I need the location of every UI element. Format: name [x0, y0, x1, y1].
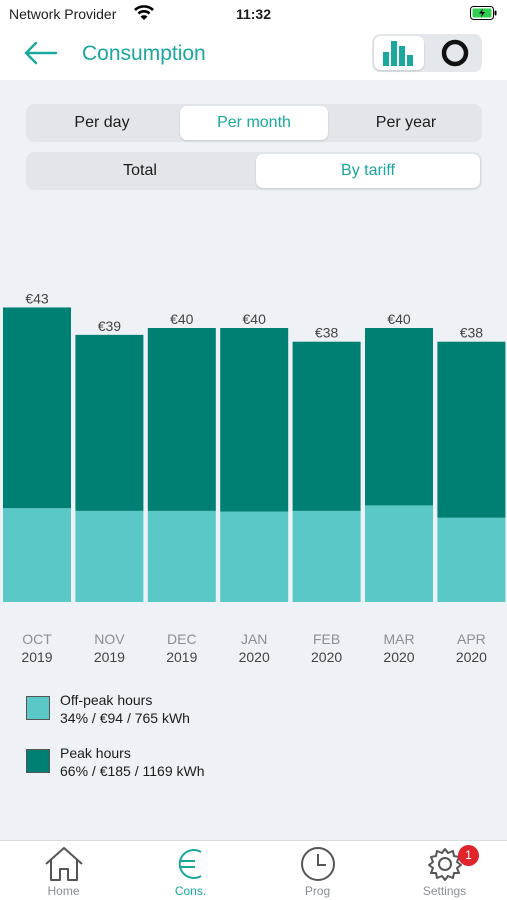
bottom-tab-bar: Home Cons. Prog Settings: [0, 840, 507, 900]
x-tick-month-6: APR: [457, 631, 486, 647]
tab-settings-label: Settings: [422, 884, 467, 898]
off-peak-bar-3: [220, 511, 289, 602]
stacked-bar-chart: €43 OCT 2019 €39 NOV 2019 €40 DEC 2019 €40 JAN 2020…: [3, 290, 506, 665]
legend-peak-detail: 66% / €185 / 1169 kWh: [60, 763, 205, 779]
carrier-name: Network Provider: [9, 6, 117, 22]
clock-icon: [301, 847, 335, 881]
breakdown-selector: Total By tariff: [26, 152, 482, 190]
peak-bar-1: [75, 334, 144, 511]
wifi-icon: [134, 5, 154, 20]
bar-total-label-2: €40: [170, 311, 194, 327]
bar-chart-view-button[interactable]: [374, 36, 424, 70]
peak-bar-4: [292, 341, 361, 511]
tab-prog[interactable]: Prog: [254, 841, 381, 900]
arrow-left-icon[interactable]: [22, 38, 62, 68]
tab-by-tariff[interactable]: By tariff: [256, 154, 480, 188]
off-peak-bar-2: [147, 510, 216, 602]
off-peak-bar-6: [437, 517, 506, 602]
bar-chart-icon: [383, 41, 413, 66]
bar-total-label-6: €38: [460, 325, 484, 341]
battery-charging-icon: [470, 6, 497, 20]
period-selector: Per day Per month Per year: [26, 104, 482, 142]
peak-bar-3: [220, 328, 289, 512]
peak-swatch: [26, 749, 50, 773]
x-tick-month-3: JAN: [241, 631, 267, 647]
consumption-chart: €43 OCT 2019 €39 NOV 2019 €40 DEC 2019 €40 JAN 2020…: [0, 280, 507, 670]
x-tick-year-4: 2020: [311, 649, 342, 665]
tab-per-year[interactable]: Per year: [375, 114, 437, 131]
tab-prog-label: Prog: [304, 884, 331, 898]
x-tick-month-2: DEC: [167, 631, 197, 647]
settings-notification-badge: 1: [458, 845, 479, 866]
x-tick-month-1: NOV: [94, 631, 125, 647]
x-tick-month-0: OCT: [22, 631, 52, 647]
home-icon: [45, 847, 83, 881]
chart-view-toggle: [372, 34, 482, 72]
peak-bar-6: [437, 341, 506, 518]
peak-bar-2: [147, 328, 216, 511]
x-tick-year-2: 2019: [166, 649, 197, 665]
bar-total-label-5: €40: [387, 311, 411, 327]
page-title: Consumption: [82, 42, 206, 65]
tab-home-label: Home: [47, 884, 80, 898]
bar-total-label-4: €38: [315, 325, 339, 341]
off-peak-bar-5: [365, 505, 433, 602]
x-tick-month-5: MAR: [383, 631, 414, 647]
status-bar: Network Provider 11:32: [0, 0, 507, 28]
x-tick-year-3: 2020: [239, 649, 270, 665]
tab-per-day[interactable]: Per day: [74, 114, 130, 131]
header: Consumption: [0, 28, 507, 80]
clock-time: 11:32: [235, 6, 272, 22]
x-tick-year-5: 2020: [383, 649, 414, 665]
tab-total[interactable]: Total: [123, 162, 157, 179]
off-peak-bar-1: [75, 510, 144, 602]
legend-off-peak-name: Off-peak hours: [60, 692, 153, 708]
off-peak-bar-4: [292, 510, 361, 602]
donut-chart-view-button[interactable]: [430, 36, 480, 70]
tab-cons-label: Cons.: [174, 884, 207, 898]
peak-bar-5: [365, 328, 433, 506]
euro-icon: [178, 849, 202, 879]
x-tick-month-4: FEB: [313, 631, 340, 647]
off-peak-bar-0: [3, 508, 71, 602]
x-tick-year-1: 2019: [94, 649, 125, 665]
tab-cons[interactable]: Cons.: [127, 841, 254, 900]
tab-per-month[interactable]: Per month: [180, 106, 328, 140]
legend-off-peak-detail: 34% / €94 / 765 kWh: [60, 710, 190, 726]
off-peak-swatch: [26, 696, 50, 720]
x-tick-year-6: 2020: [456, 649, 487, 665]
bar-total-label-3: €40: [243, 311, 267, 327]
donut-chart-icon: [441, 39, 469, 67]
tab-home[interactable]: Home: [0, 841, 127, 900]
bar-total-label-0: €43: [25, 290, 49, 306]
legend-peak-name: Peak hours: [60, 745, 131, 761]
x-tick-year-0: 2019: [21, 649, 52, 665]
bar-total-label-1: €39: [98, 318, 122, 334]
tab-settings[interactable]: Settings: [381, 841, 507, 900]
peak-bar-0: [3, 307, 71, 509]
